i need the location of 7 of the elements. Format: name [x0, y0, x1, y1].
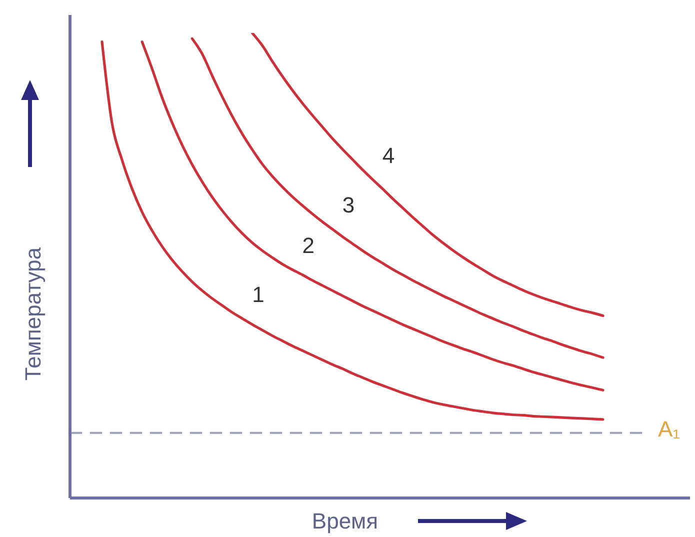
ref-line-label: A₁: [658, 416, 680, 442]
series-label: 3: [342, 192, 355, 218]
y-axis-title: Температура: [20, 246, 46, 381]
series-label: 1: [252, 282, 264, 308]
series-label: 2: [302, 233, 315, 258]
series-label: 4: [382, 142, 395, 168]
x-axis-title: Время: [312, 508, 378, 534]
